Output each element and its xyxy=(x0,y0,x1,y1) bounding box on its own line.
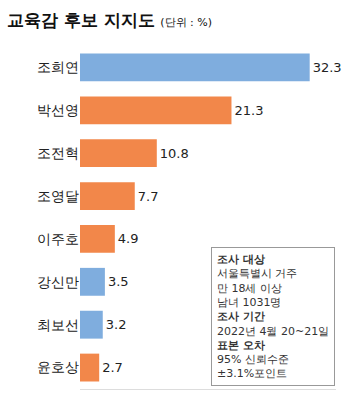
svg-text:박선영: 박선영 xyxy=(37,102,79,118)
svg-text:4.9: 4.9 xyxy=(118,231,139,246)
svg-text:조희연: 조희연 xyxy=(37,59,79,75)
svg-text:32.3: 32.3 xyxy=(313,60,342,75)
svg-text:최보선: 최보선 xyxy=(37,317,79,333)
svg-text:10.8: 10.8 xyxy=(160,146,189,161)
svg-text:윤호상: 윤호상 xyxy=(37,359,79,375)
svg-text:조영달: 조영달 xyxy=(37,188,79,204)
svg-text:3.5: 3.5 xyxy=(108,274,129,289)
svg-text:2.7: 2.7 xyxy=(102,360,123,375)
svg-text:3.2: 3.2 xyxy=(106,317,127,332)
svg-text:이주호: 이주호 xyxy=(37,231,79,247)
svg-text:강신만: 강신만 xyxy=(37,274,79,290)
svg-text:교육감 후보 지지도 (단위 : %): 교육감 후보 지지도 (단위 : %) xyxy=(7,10,212,30)
svg-text:조사 대상서울특별시 거주만 18세 이상남녀 1031명조: 조사 대상서울특별시 거주만 18세 이상남녀 1031명조사 기간2022년 … xyxy=(217,253,329,380)
svg-text:21.3: 21.3 xyxy=(234,103,263,118)
svg-text:조전혁: 조전혁 xyxy=(37,145,79,161)
svg-text:7.7: 7.7 xyxy=(138,189,159,204)
